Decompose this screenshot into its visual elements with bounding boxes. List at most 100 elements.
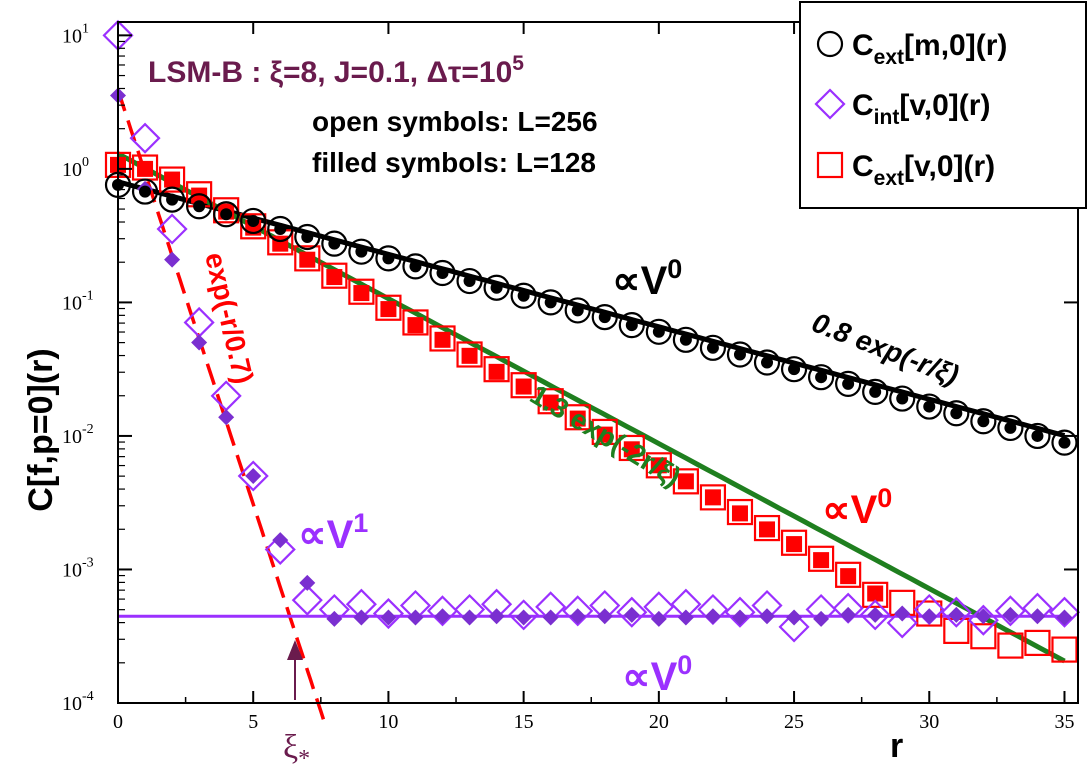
data-point-diamond-filled: [434, 608, 451, 625]
data-point-square-filled: [677, 473, 694, 490]
data-point-circle-filled: [382, 252, 395, 265]
data-point-diamond-filled: [677, 609, 694, 626]
data-point-diamond: [724, 596, 756, 628]
annotation-prop-v0-red: ∝V0: [822, 483, 892, 532]
data-point-square: [835, 561, 862, 588]
data-point-diamond-filled: [867, 606, 884, 623]
data-point-circle-filled: [274, 222, 287, 235]
x-tick-label: 0: [113, 711, 123, 733]
data-point-circle-filled: [923, 400, 936, 413]
data-point-circle: [645, 318, 672, 345]
data-point-diamond: [129, 122, 161, 154]
dtau-exponent: 5: [512, 52, 524, 75]
xi-star-label: ξ*: [283, 729, 310, 771]
data-point-circle: [997, 414, 1024, 442]
data-point-circle: [1024, 422, 1051, 450]
data-point-circle: [213, 201, 240, 228]
data-point-diamond-filled: [786, 609, 803, 626]
data-point-diamond: [1048, 596, 1081, 628]
data-point-square: [753, 514, 781, 542]
legend-marker-circle: [816, 30, 844, 58]
data-point-diamond: [994, 595, 1026, 627]
data-point-circle-filled: [571, 304, 584, 317]
data-point-circle: [429, 259, 456, 287]
data-point-circle-filled: [815, 371, 828, 384]
data-point-square-filled: [191, 187, 208, 204]
data-point-circle-filled: [328, 237, 341, 250]
x-tick-label: 15: [514, 711, 534, 733]
y-tick-base: 10: [62, 25, 82, 47]
y-tick-exponent: -3: [82, 555, 94, 570]
y-tick-base: 10: [62, 292, 82, 314]
data-point-diamond-filled: [326, 610, 343, 627]
data-point-diamond-filled: [623, 606, 640, 623]
data-point-square: [564, 404, 591, 431]
y-tick-base: 10: [62, 159, 82, 181]
data-point-circle-filled: [706, 341, 719, 354]
annotation-0-8-exp: 0.8 exp(-r/ξ): [808, 307, 963, 391]
data-point-diamond-filled: [759, 608, 776, 625]
y-tick-exponent: -2: [82, 422, 94, 437]
data-point-circle-filled: [1031, 429, 1044, 442]
data-point-square-filled: [731, 505, 748, 522]
data-point-circle-filled: [761, 356, 774, 369]
data-point-circle-filled: [247, 214, 260, 227]
data-point-square: [618, 434, 645, 462]
data-point-circle-filled: [950, 407, 963, 420]
data-point-circle: [943, 400, 970, 427]
data-point-circle-filled: [977, 415, 990, 428]
data-markers: [102, 19, 1081, 663]
data-point-diamond-filled: [488, 608, 505, 625]
data-point-circle: [1051, 429, 1078, 456]
legend-marker-diamond: [814, 88, 846, 120]
y-tick-label: 100: [62, 155, 89, 181]
data-point-diamond: [616, 596, 648, 628]
data-point-circle-filled: [625, 319, 638, 332]
data-point-circle: [970, 408, 997, 435]
data-point-diamond: [967, 604, 999, 636]
data-point-diamond: [562, 595, 594, 627]
data-point-circle-filled: [301, 230, 314, 243]
y-tick-label: 10-1: [62, 288, 94, 314]
data-point-diamond-filled: [353, 609, 370, 626]
data-point-square-filled: [650, 457, 667, 474]
data-point-square: [591, 418, 618, 446]
data-point-diamond-filled: [542, 609, 559, 626]
data-point-square-filled: [813, 552, 830, 569]
note-filled-symbols: filled symbols: L=128: [312, 147, 596, 178]
data-point-circle-filled: [436, 267, 449, 280]
data-point-circle: [131, 178, 159, 205]
data-point-diamond-filled: [1002, 606, 1019, 623]
data-point-circle: [483, 274, 510, 301]
data-point-circle-filled: [869, 385, 882, 398]
data-point-square: [997, 632, 1024, 659]
data-point-diamond-filled: [461, 609, 478, 626]
x-tick-label: 10: [378, 711, 398, 733]
data-point-circle: [510, 282, 537, 309]
data-point-circle-filled: [409, 260, 422, 273]
x-axis-title: r: [890, 727, 903, 765]
data-point-diamond-filled: [704, 608, 721, 625]
data-point-diamond-filled: [1056, 609, 1073, 626]
data-point-circle: [753, 349, 781, 376]
data-point-circle-filled: [355, 245, 368, 258]
data-point-diamond-filled: [515, 609, 532, 626]
data-point-circle-filled: [220, 208, 233, 221]
data-point-square: [537, 388, 564, 415]
y-tick-base: 10: [62, 559, 82, 581]
legend-box: [799, 1, 1087, 209]
x-tick-label: 25: [784, 711, 804, 733]
data-point-square-filled: [407, 317, 424, 334]
plot-frame: [117, 21, 1079, 704]
data-point-square: [780, 529, 808, 556]
data-point-diamond-filled: [813, 610, 830, 627]
x-tick-label: 30: [919, 711, 939, 733]
data-point-circle: [402, 253, 429, 280]
y-tick-exponent: 0: [82, 155, 89, 170]
data-point-circle-filled: [733, 348, 746, 361]
data-point-square: [510, 372, 537, 399]
y-tick-exponent: -4: [82, 689, 94, 704]
data-point-circle: [186, 193, 213, 220]
data-point-diamond: [291, 584, 323, 616]
data-point-diamond-filled: [272, 532, 289, 549]
